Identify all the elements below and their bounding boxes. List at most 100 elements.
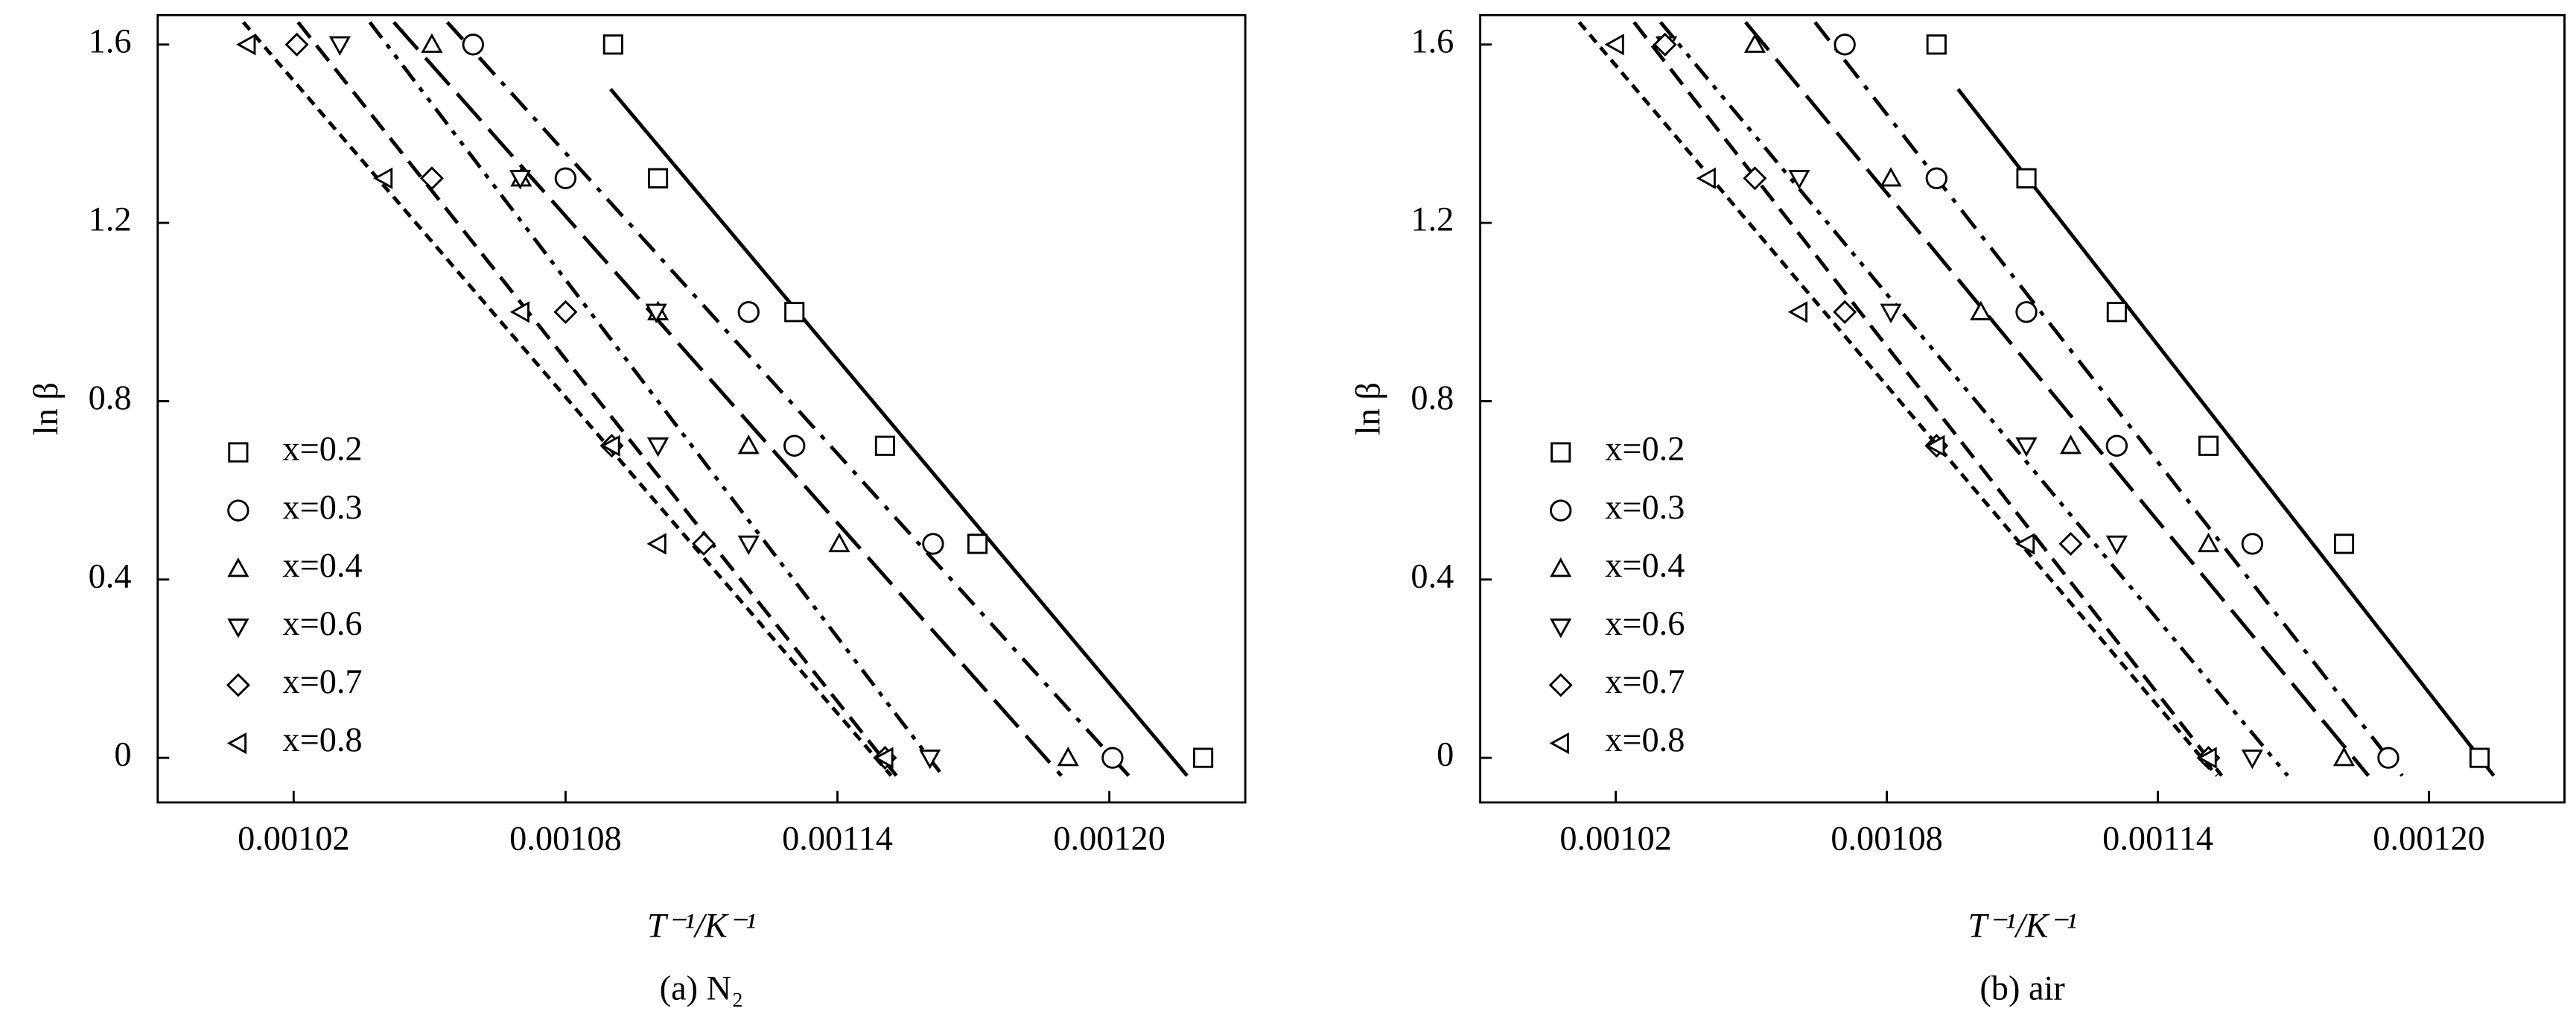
point <box>602 34 623 55</box>
point <box>874 435 895 456</box>
point <box>1192 747 1214 768</box>
legend-label: x=0.3 <box>1605 489 1685 527</box>
caption: (a) N₂ <box>660 969 744 1007</box>
fit-line <box>1659 21 2289 777</box>
y-axis-label: ln β <box>28 382 66 435</box>
y-tick-label: 0.8 <box>89 379 132 417</box>
legend-label: x=0.7 <box>1605 663 1685 701</box>
legend-marker <box>228 442 249 463</box>
legend-marker <box>1550 618 1572 639</box>
point <box>553 300 578 324</box>
point <box>284 32 309 57</box>
point <box>2197 532 2220 553</box>
legend-label: x=0.2 <box>1605 431 1685 469</box>
point <box>647 168 669 189</box>
point <box>462 34 484 56</box>
point <box>784 302 805 323</box>
fit-line <box>1813 21 2404 777</box>
point <box>874 747 894 769</box>
point <box>421 33 443 53</box>
fit-line <box>296 21 898 777</box>
point <box>1880 303 1902 323</box>
legend-marker <box>1549 732 1569 755</box>
legend-label: x=0.4 <box>282 547 362 585</box>
legend-label: x=0.4 <box>1605 547 1685 585</box>
point <box>2332 747 2356 767</box>
point <box>1696 167 1716 189</box>
fit-line <box>445 21 1130 777</box>
point <box>2106 302 2127 323</box>
legend-marker <box>1550 557 1572 577</box>
point <box>2015 301 2038 323</box>
fit-line <box>1577 21 2219 777</box>
legend-marker <box>227 499 249 522</box>
point <box>1653 32 1677 57</box>
point <box>737 535 760 556</box>
plot-frame <box>156 13 1247 804</box>
legend-marker <box>1550 499 1572 522</box>
point <box>1833 300 1857 324</box>
point <box>600 434 620 457</box>
point <box>967 533 988 554</box>
fit-line <box>1632 21 2224 777</box>
point <box>2197 747 2217 769</box>
point <box>2105 535 2128 556</box>
point <box>1057 747 1079 767</box>
fit-line <box>1956 88 2496 777</box>
point <box>1925 434 1945 457</box>
point <box>2105 434 2128 457</box>
point <box>2058 531 2083 556</box>
y-tick-label: 0 <box>114 736 131 774</box>
x-tick-label: 0.00120 <box>1053 820 1165 858</box>
point <box>646 533 667 555</box>
legend-marker <box>227 557 249 577</box>
point <box>828 532 850 553</box>
point <box>1788 170 1810 190</box>
point <box>419 166 444 191</box>
fit-line <box>609 88 1189 777</box>
y-tick-label: 0.4 <box>1411 557 1454 595</box>
y-tick-label: 1.2 <box>1411 201 1454 239</box>
point <box>2241 533 2264 555</box>
point <box>2014 533 2035 555</box>
point <box>1604 34 1624 56</box>
x-tick-label: 0.00108 <box>509 820 622 858</box>
legend-label: x=0.6 <box>282 605 362 643</box>
point <box>922 533 944 555</box>
point <box>646 437 670 457</box>
point <box>2333 533 2355 554</box>
caption: (b) air <box>1979 969 2065 1007</box>
legend-label: x=0.3 <box>282 489 362 527</box>
legend-label: x=0.8 <box>1605 721 1685 759</box>
point <box>2241 749 2263 770</box>
legend-label: x=0.7 <box>282 663 362 701</box>
point <box>783 434 806 457</box>
x-axis-label: T⁻¹/K⁻¹ <box>647 907 756 945</box>
plot-frame <box>1479 13 2566 804</box>
point <box>737 301 760 323</box>
point <box>645 303 667 323</box>
point <box>372 167 393 189</box>
legend-marker <box>1551 442 1571 463</box>
x-tick-label: 0.00114 <box>2102 820 2213 858</box>
point <box>509 301 529 323</box>
x-tick-label: 0.00108 <box>1831 820 1943 858</box>
legend-label: x=0.8 <box>282 721 362 759</box>
y-tick-label: 1.2 <box>89 201 132 239</box>
y-axis-label: ln β <box>1350 382 1388 435</box>
legend-label: x=0.6 <box>1605 605 1685 643</box>
legend-marker <box>226 673 250 697</box>
point <box>328 36 351 56</box>
y-tick-label: 0 <box>1437 736 1454 774</box>
fit-line <box>368 21 944 777</box>
x-axis-label: T⁻¹/K⁻¹ <box>1968 907 2076 945</box>
legend-marker <box>1548 673 1573 697</box>
y-tick-label: 1.6 <box>1411 22 1454 60</box>
fit-line <box>392 21 1063 777</box>
point <box>1925 167 1947 189</box>
fit-line <box>241 21 893 777</box>
x-tick-label: 0.00102 <box>1559 820 1672 858</box>
legend-label: x=0.2 <box>282 431 362 469</box>
point <box>1926 34 1947 55</box>
